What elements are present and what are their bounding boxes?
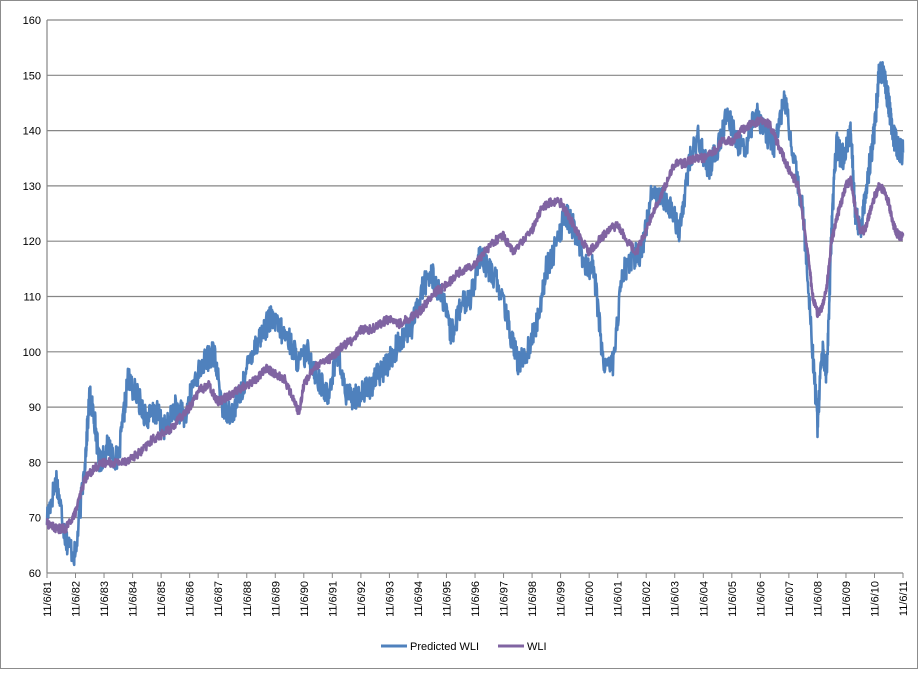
x-axis-tick-labels: 11/6/81 11/6/82 11/6/83 11/6/84 11/6/85 11/6/… [42,573,910,617]
x-tick-label: 11/6/84 [128,581,140,617]
y-tick-label: 120 [23,236,41,248]
x-tick-label: 11/6/95 [441,581,453,617]
y-tick-label: 80 [29,457,41,469]
series-lines [45,61,905,567]
x-tick-label: 11/6/85 [156,581,168,617]
y-tick-label: 160 [23,15,41,27]
x-tick-label: 11/6/94 [413,581,425,617]
x-tick-label: 11/6/11 [898,581,910,616]
y-tick-label: 150 [23,70,41,82]
x-tick-label: 11/6/83 [99,581,111,617]
y-tick-label: 110 [23,292,41,304]
x-tick-label: 11/6/99 [556,581,568,617]
x-tick-label: 11/6/87 [213,581,225,617]
x-tick-label: 11/6/82 [71,581,83,617]
x-tick-label: 11/6/96 [470,581,482,617]
x-tick-label: 11/6/90 [299,581,311,617]
x-tick-label: 11/6/08 [812,581,824,617]
series-line-wli [45,116,905,535]
legend-label: WLI [527,641,547,653]
y-tick-label: 90 [29,402,41,414]
y-tick-label: 70 [29,513,41,525]
y-axis-tick-labels: 60 70 80 90 100 110 120 130 140 150 160 [23,15,41,580]
x-tick-label: 11/6/88 [242,581,254,617]
x-tick-label: 11/6/02 [641,581,653,617]
legend-label: Predicted WLI [410,641,479,653]
x-tick-label: 11/6/92 [356,581,368,617]
y-tick-label: 100 [23,347,41,359]
y-tick-label: 140 [23,126,41,138]
x-tick-label: 11/6/09 [841,581,853,617]
x-tick-label: 11/6/97 [499,581,511,617]
legend: Predicted WLI WLI [381,641,547,653]
x-tick-label: 11/6/91 [327,581,339,617]
x-tick-label: 11/6/05 [727,581,739,617]
axes [46,20,903,574]
x-tick-label: 11/6/93 [384,581,396,617]
y-tick-label: 60 [29,568,41,580]
x-tick-label: 11/6/81 [42,581,54,617]
x-tick-label: 11/6/07 [784,581,796,617]
y-tick-label: 130 [23,181,41,193]
x-tick-label: 11/6/04 [698,581,710,617]
series-line-predicted-wli [45,61,905,567]
x-tick-label: 11/6/86 [185,581,197,617]
x-tick-label: 11/6/03 [670,581,682,617]
x-tick-label: 11/6/89 [270,581,282,617]
x-tick-label: 11/6/98 [527,581,539,617]
x-tick-label: 11/6/00 [584,581,596,617]
x-tick-label: 11/6/06 [755,581,767,617]
x-tick-label: 11/6/10 [869,581,881,617]
x-tick-label: 11/6/01 [613,581,625,617]
